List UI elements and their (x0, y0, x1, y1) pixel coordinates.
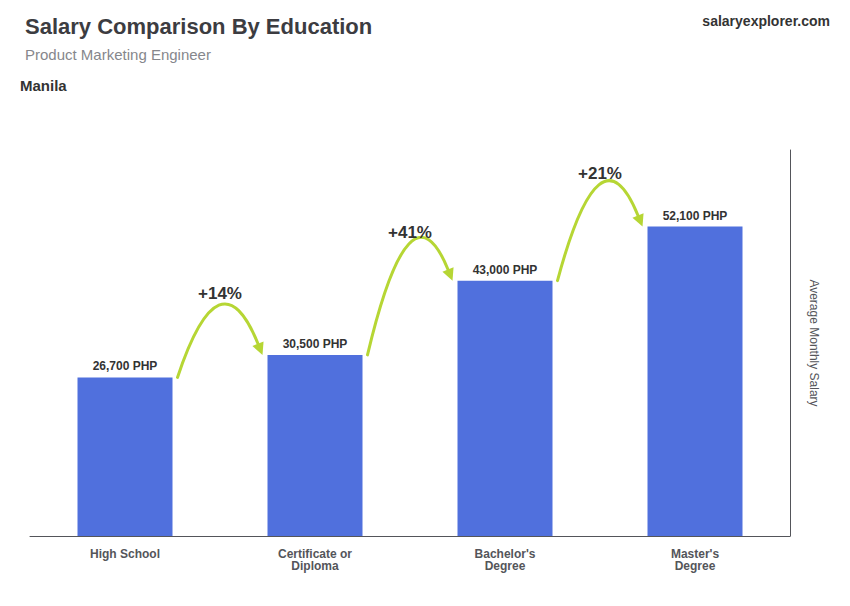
svg-text:30,500 PHP: 30,500 PHP (283, 337, 348, 351)
svg-text:+14%: +14% (198, 284, 242, 303)
svg-text:52,100 PHP: 52,100 PHP (663, 209, 728, 223)
svg-text:26,700 PHP: 26,700 PHP (93, 359, 158, 373)
svg-text:43,000 PHP: 43,000 PHP (473, 263, 538, 277)
svg-text:Average Monthly Salary: Average Monthly Salary (807, 279, 821, 406)
svg-text:Manila: Manila (20, 77, 67, 94)
svg-text:+41%: +41% (388, 223, 432, 242)
svg-text:salaryexplorer.com: salaryexplorer.com (702, 13, 830, 29)
svg-text:High School: High School (90, 547, 160, 561)
svg-text:Diploma: Diploma (291, 559, 339, 573)
svg-text:Bachelor's: Bachelor's (474, 547, 536, 561)
svg-text:Degree: Degree (485, 559, 526, 573)
svg-text:Master's: Master's (670, 547, 720, 561)
svg-text:Salary Comparison By Education: Salary Comparison By Education (25, 14, 372, 39)
svg-text:Certificate or: Certificate or (278, 547, 352, 561)
svg-text:Product Marketing Engineer: Product Marketing Engineer (25, 46, 211, 63)
svg-text:Degree: Degree (675, 559, 716, 573)
svg-text:+21%: +21% (578, 164, 622, 183)
